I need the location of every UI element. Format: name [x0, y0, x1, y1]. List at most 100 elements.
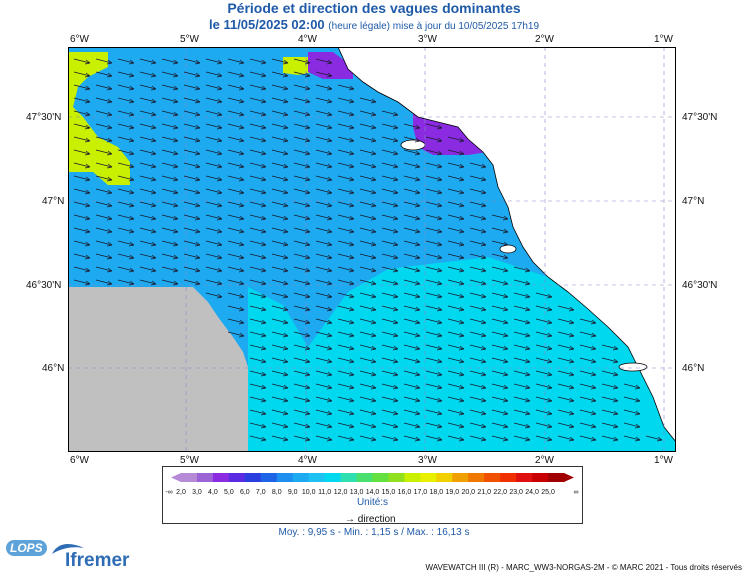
- direction-arrow: [205, 175, 223, 182]
- direction-arrow: [469, 396, 487, 403]
- legend-tick-label: 10,0: [302, 489, 316, 496]
- direction-arrow: [359, 435, 377, 442]
- direction-arrow: [447, 318, 465, 325]
- direction-arrow: [381, 175, 399, 182]
- forecast-date: le 11/05/2025 02:00: [209, 17, 325, 32]
- direction-arrow: [447, 292, 465, 299]
- direction-arrow: [205, 58, 223, 65]
- direction-arrow: [337, 214, 355, 221]
- legend-swatch: [532, 473, 549, 482]
- direction-arrow: [271, 123, 289, 130]
- direction-arrow: [447, 383, 465, 390]
- legend-tick-label: 24,0: [525, 489, 539, 496]
- direction-arrow: [249, 266, 267, 273]
- direction-arrow: [403, 396, 421, 403]
- direction-arrow: [227, 227, 245, 234]
- direction-arrow: [161, 227, 179, 234]
- direction-arrow: [95, 201, 113, 208]
- direction-arrow: [205, 292, 223, 299]
- direction-arrow: [403, 253, 421, 260]
- direction-arrow: [271, 344, 289, 351]
- direction-arrow: [601, 435, 619, 442]
- direction-arrow: [557, 331, 575, 338]
- direction-arrow: [205, 123, 223, 130]
- direction-arrow: [315, 175, 333, 182]
- direction-arrow: [579, 422, 597, 429]
- direction-arrow: [249, 214, 267, 221]
- direction-arrow: [249, 110, 267, 117]
- direction-arrow: [447, 266, 465, 273]
- legend-swatch: [468, 473, 485, 482]
- direction-arrow: [337, 123, 355, 130]
- direction-arrow: [425, 201, 443, 208]
- direction-arrow: [557, 305, 575, 312]
- direction-arrow: [337, 240, 355, 247]
- legend-swatch: [308, 473, 325, 482]
- wave-map[interactable]: [68, 47, 676, 452]
- direction-arrow: [491, 409, 509, 416]
- legend-swatch: [324, 473, 341, 482]
- direction-arrow: [205, 84, 223, 91]
- direction-arrow: [183, 149, 201, 156]
- direction-arrow: [315, 253, 333, 260]
- direction-arrow: [183, 136, 201, 143]
- direction-arrow: [491, 266, 509, 273]
- graticule: [68, 47, 676, 452]
- legend-tick-label: 18,0: [430, 489, 444, 496]
- direction-arrow: [249, 318, 267, 325]
- direction-arrow: [271, 240, 289, 247]
- legend-tick-label: 4,0: [208, 489, 218, 496]
- direction-arrow: [403, 175, 421, 182]
- direction-arrow: [491, 240, 509, 247]
- update-note: (heure légale) mise à jour du 10/05/2025…: [328, 21, 539, 32]
- direction-arrow: [139, 214, 157, 221]
- legend-tick-label: 20,0: [461, 489, 475, 496]
- direction-arrow: [359, 149, 377, 156]
- direction-arrow: [139, 136, 157, 143]
- direction-arrow: [249, 123, 267, 130]
- direction-arrow: [425, 162, 443, 169]
- direction-arrow: [139, 266, 157, 273]
- direction-arrow: [315, 149, 333, 156]
- direction-arrow: [381, 292, 399, 299]
- direction-arrow: [315, 370, 333, 377]
- direction-arrow: [469, 370, 487, 377]
- legend-tick-label: 8,0: [272, 489, 282, 496]
- direction-arrow: [117, 175, 135, 182]
- direction-arrow: [601, 409, 619, 416]
- direction-arrow: [491, 253, 509, 260]
- direction-arrow: [205, 240, 223, 247]
- direction-arrow: [447, 396, 465, 403]
- direction-arrow: [425, 136, 443, 143]
- direction-arrow: [315, 331, 333, 338]
- legend-tick-label: 22,0: [493, 489, 507, 496]
- direction-arrow: [183, 84, 201, 91]
- direction-arrow: [249, 175, 267, 182]
- direction-arrow: [447, 331, 465, 338]
- direction-arrow: [117, 227, 135, 234]
- direction-arrow: [271, 58, 289, 65]
- direction-arrow: [293, 201, 311, 208]
- direction-arrow: [381, 214, 399, 221]
- direction-arrow: [447, 162, 465, 169]
- direction-arrow: [315, 162, 333, 169]
- direction-arrow: [579, 409, 597, 416]
- direction-arrow: [469, 188, 487, 195]
- direction-arrow: [425, 175, 443, 182]
- direction-arrow: [447, 409, 465, 416]
- direction-arrow: [315, 409, 333, 416]
- direction-arrow: [139, 71, 157, 78]
- legend-max-arrow: [564, 473, 574, 482]
- direction-arrow: [359, 292, 377, 299]
- direction-arrow: [513, 383, 531, 390]
- direction-arrow: [249, 201, 267, 208]
- direction-arrow: [271, 201, 289, 208]
- direction-arrow: [271, 305, 289, 312]
- direction-arrow: [535, 331, 553, 338]
- direction-arrow: [403, 292, 421, 299]
- lon-label-bottom: 1°W: [654, 455, 673, 466]
- direction-arrow: [469, 292, 487, 299]
- direction-arrow: [139, 162, 157, 169]
- direction-arrow: [579, 383, 597, 390]
- direction-arrow: [183, 188, 201, 195]
